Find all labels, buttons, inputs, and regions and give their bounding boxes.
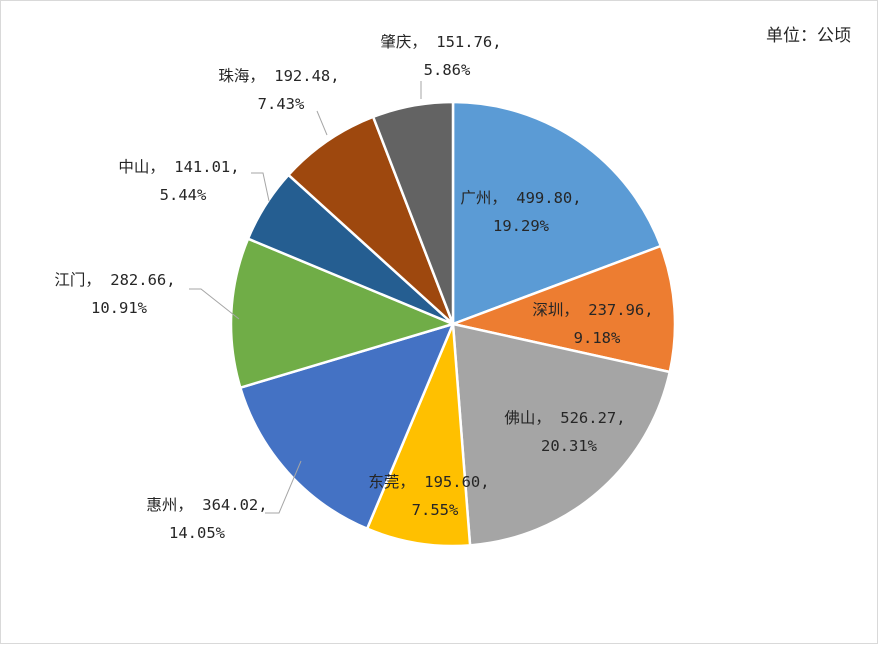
pie-slice-1 <box>451 100 663 326</box>
slice-label-percent-2: 9.18% <box>574 329 621 347</box>
pie-slice-2 <box>451 244 677 374</box>
slice-label-percent-1: 19.29% <box>493 217 550 235</box>
slice-label-name-value-9: 肇庆， 151.76, <box>380 33 501 51</box>
leader-line-6 <box>189 288 240 320</box>
pie-slice-4 <box>365 322 472 548</box>
slice-label-percent-4: 7.55% <box>412 501 459 519</box>
leader-line-7 <box>251 172 270 202</box>
slice-label-name-value-8: 珠海， 192.48, <box>218 67 339 85</box>
slice-label-percent-6: 10.91% <box>91 299 148 317</box>
slice-label-name-value-3: 佛山， 526.27, <box>504 409 625 427</box>
slice-label-percent-9: 5.86% <box>424 61 471 79</box>
unit-label: 单位：公顷 <box>766 26 851 46</box>
slice-label-name-value-2: 深圳， 237.96, <box>532 301 653 319</box>
leader-line-8 <box>316 110 328 136</box>
slice-label-name-value-4: 东莞， 195.60, <box>368 473 489 491</box>
pie-slice-9 <box>371 100 455 326</box>
slice-label-percent-8: 7.43% <box>258 95 305 113</box>
slice-label-name-value-1: 广州， 499.80, <box>460 189 581 207</box>
slice-label-name-value-5: 惠州， 364.02, <box>146 496 267 514</box>
pie-slice-3 <box>451 322 671 547</box>
slice-label-name-value-6: 江门， 282.66, <box>54 271 175 289</box>
slice-label-percent-5: 14.05% <box>169 524 226 542</box>
slice-label-name-value-7: 中山， 141.01, <box>118 158 239 176</box>
pie-slice-8 <box>287 115 455 326</box>
slice-label-percent-7: 5.44% <box>160 186 207 204</box>
leader-line-5 <box>265 460 302 514</box>
slice-label-percent-3: 20.31% <box>541 437 598 455</box>
